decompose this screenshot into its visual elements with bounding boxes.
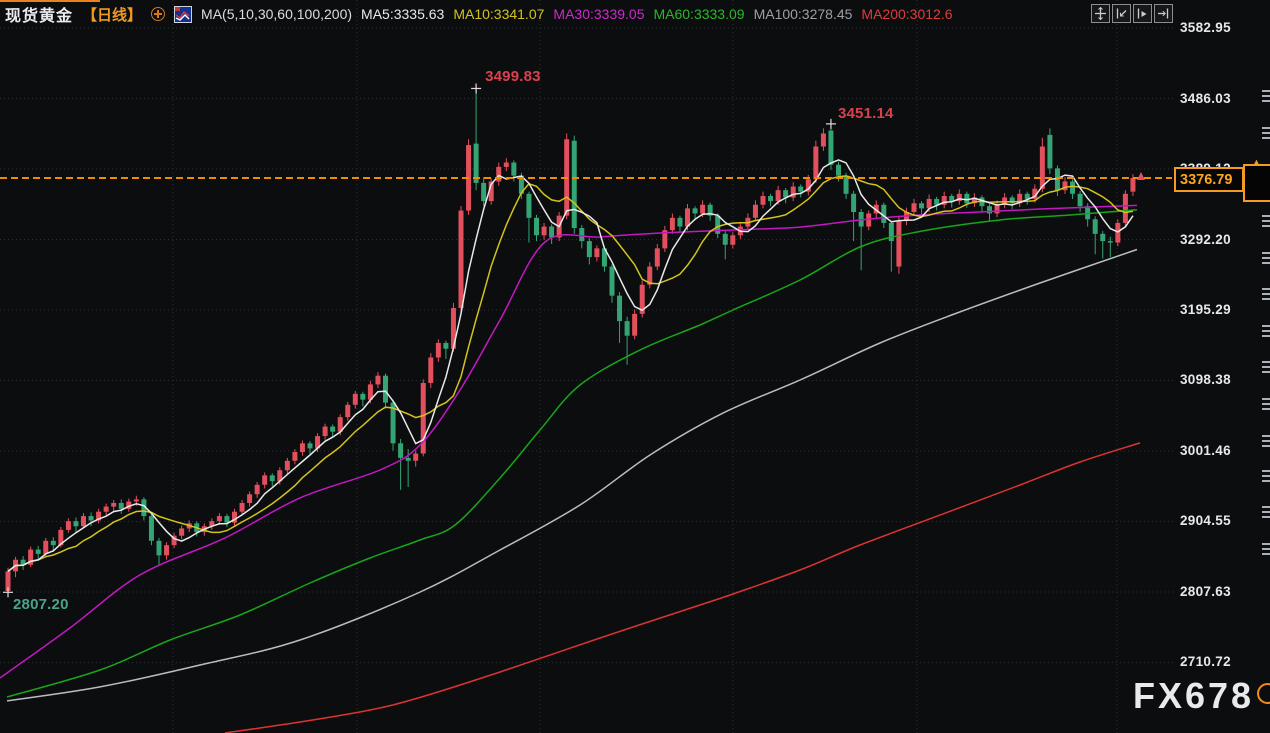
chart-type-icon[interactable] (174, 5, 193, 23)
symbol-label: 现货黄金 (5, 8, 74, 25)
chart-legend: 现货黄金 【日线】 MA(5,10,30,60,100,200) MA5:333… (5, 4, 953, 25)
ma5-value: MA5:3335.63 (361, 6, 445, 22)
y-axis-label: 2904.55 (1180, 513, 1231, 529)
fit-end-icon[interactable] (1133, 4, 1152, 23)
fit-start-icon[interactable] (1112, 4, 1131, 23)
current-price-value: 3376.79 (1180, 171, 1233, 188)
y-axis-label: 2710.72 (1180, 654, 1231, 670)
pan-icon[interactable] (1091, 4, 1110, 23)
clipped-sidebar-glyph (1262, 361, 1270, 374)
annotation-label: 2807.20 (13, 596, 69, 614)
y-axis-label: 3486.03 (1180, 90, 1231, 106)
y-axis-label: 3098.38 (1180, 372, 1231, 388)
ma30-value: MA30:3339.05 (553, 6, 645, 22)
y-axis-label: 2807.63 (1180, 583, 1231, 599)
ma100-value: MA100:3278.45 (753, 6, 853, 22)
shift-right-icon[interactable] (1154, 4, 1173, 23)
clipped-sidebar-glyph (1262, 252, 1270, 265)
annotation-label: 3499.83 (485, 68, 541, 86)
y-axis-label: 3292.20 (1180, 231, 1231, 247)
clipped-sidebar-glyph (1262, 325, 1270, 338)
scroll-up-icon[interactable]: ▲ (1251, 157, 1262, 169)
y-axis-label: 3582.95 (1180, 20, 1231, 35)
ma60-value: MA60:3333.09 (653, 6, 745, 22)
clipped-side-panel (1243, 164, 1270, 202)
annotation-label: 3451.14 (837, 104, 894, 122)
active-tab-indicator (0, 0, 100, 2)
clipped-sidebar-glyph (1262, 435, 1270, 448)
clipped-sidebar-glyph (1262, 506, 1270, 519)
chart-toolbar (1091, 4, 1173, 23)
clipped-sidebar-glyph (1262, 543, 1270, 556)
timeframe-label: 【日线】 (82, 6, 143, 24)
clipped-sidebar-glyph (1262, 90, 1270, 103)
ma200-value: MA200:3012.6 (861, 6, 953, 22)
clipped-sidebar-glyph (1262, 215, 1270, 228)
clipped-sidebar-glyph (1262, 288, 1270, 301)
watermark: FX678 (1133, 675, 1255, 716)
add-indicator-icon[interactable] (151, 7, 166, 21)
y-axis-label: 3195.29 (1180, 301, 1231, 317)
current-price-label: 3376.79 (1174, 167, 1244, 193)
ma-summary-label: MA(5,10,30,60,100,200) (201, 6, 353, 22)
clipped-corner-icon (1257, 683, 1270, 704)
y-axis-label: 3001.46 (1180, 442, 1231, 458)
clipped-sidebar-glyph (1262, 398, 1270, 411)
clipped-sidebar-glyph (1262, 470, 1270, 483)
ma10-value: MA10:3341.07 (453, 6, 545, 22)
clipped-sidebar-glyph (1262, 127, 1270, 140)
